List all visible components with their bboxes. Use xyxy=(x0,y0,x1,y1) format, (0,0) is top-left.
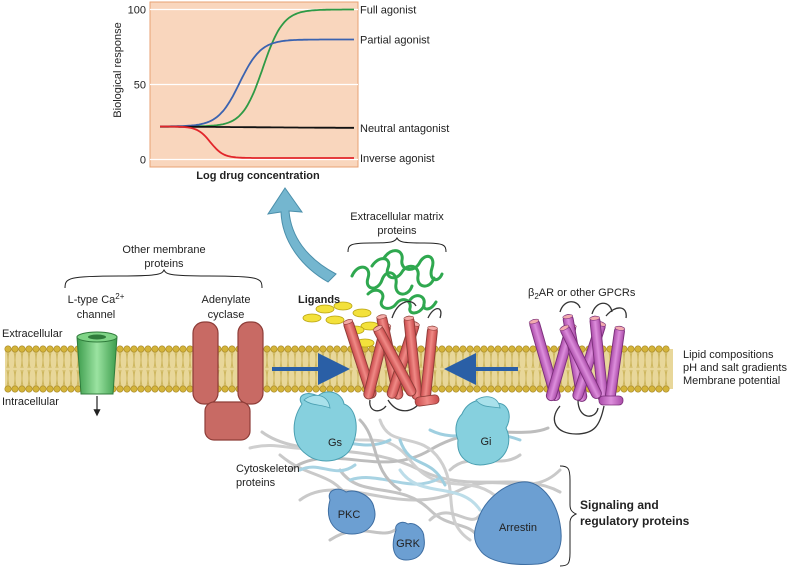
y-tick-label: 0 xyxy=(140,155,146,167)
ecm-bracket xyxy=(347,236,447,253)
cytoskeleton-fiber xyxy=(358,418,402,492)
pkc-protein xyxy=(328,488,376,535)
arrestin-protein xyxy=(474,481,562,565)
cytoskeleton-label-2: proteins xyxy=(236,477,276,489)
series-label-2: Neutral antagonist xyxy=(360,123,449,135)
arrestin-label: Arrestin xyxy=(499,522,537,534)
ligands-label: Ligands xyxy=(298,294,340,306)
y-tick-label: 100 xyxy=(128,5,146,17)
chart-series-lines xyxy=(160,8,354,159)
pkc-label: PKC xyxy=(338,509,361,521)
signaling-label-1: Signaling and xyxy=(580,498,659,512)
curved-arrow xyxy=(266,187,337,283)
gs-protein xyxy=(293,391,357,462)
adenylate-label-2: cyclase xyxy=(208,309,245,321)
ltype-label: L-type Ca2+ xyxy=(68,292,125,306)
cytoskeleton-fiber xyxy=(398,438,447,487)
gi-label: Gi xyxy=(481,436,492,448)
series-label-1: Partial agonist xyxy=(360,35,430,47)
lipid-label-1: Lipid compositions xyxy=(683,349,774,361)
lipid-label-3: Membrane potential xyxy=(683,375,780,387)
ltype-label-2: channel xyxy=(77,309,116,321)
cytoskeleton-fiber xyxy=(428,511,482,522)
chart-y-axis-label: Biological response xyxy=(112,22,124,117)
cytoskeleton-fiber xyxy=(298,463,357,473)
grk-label: GRK xyxy=(396,538,421,550)
signaling-bracket xyxy=(559,465,578,567)
series-line-2 xyxy=(160,125,354,129)
cytoskeleton-fiber xyxy=(328,528,397,542)
cytoskeleton-fiber xyxy=(398,468,482,512)
chart-y-ticks: 0 50 100 xyxy=(128,5,146,167)
ecm-label-1: Extracellular matrix xyxy=(350,211,444,223)
y-tick-label: 50 xyxy=(134,80,146,92)
intracellular-label: Intracellular xyxy=(2,396,59,408)
gpcr-label: β2AR or other GPCRs xyxy=(528,287,636,301)
extracellular-label: Extracellular xyxy=(2,328,63,340)
other-membrane-label-1: Other membrane xyxy=(122,244,205,256)
series-label-3: Inverse agonist xyxy=(360,153,435,165)
ltype-calcium-channel xyxy=(76,331,118,417)
chart-x-axis-label: Log drug concentration xyxy=(196,170,320,182)
cytoskeleton-fiber xyxy=(338,468,482,542)
adenylate-label-1: Adenylate xyxy=(202,294,251,306)
response-chart: 0 50 100 Full agonist Partial agonist Neutra… xyxy=(112,1,449,182)
grk-protein xyxy=(392,521,425,561)
series-line-1 xyxy=(160,38,354,128)
lipid-label-2: pH and salt gradients xyxy=(683,362,787,374)
central-receptor xyxy=(342,300,442,412)
series-line-3 xyxy=(160,125,354,159)
gi-protein xyxy=(455,396,510,466)
membrane-proteins-bracket xyxy=(64,268,263,289)
cytoskeleton-label-1: Cytoskeleton xyxy=(236,463,300,475)
cytoskeleton-fiber xyxy=(378,418,472,542)
chart-series-labels: Full agonist Partial agonist Neutral antag… xyxy=(360,5,449,166)
ecm-fibers xyxy=(350,249,444,315)
gpcr-receptor xyxy=(528,301,627,435)
ecm-label-2: proteins xyxy=(377,225,417,237)
signaling-label-2: regulatory proteins xyxy=(580,514,690,528)
other-membrane-label-2: proteins xyxy=(144,258,184,270)
series-label-0: Full agonist xyxy=(360,5,416,17)
ligands xyxy=(302,301,380,348)
adenylate-cyclase xyxy=(192,321,264,441)
gs-label: Gs xyxy=(328,437,343,449)
cytoskeleton-fiber xyxy=(348,476,442,486)
